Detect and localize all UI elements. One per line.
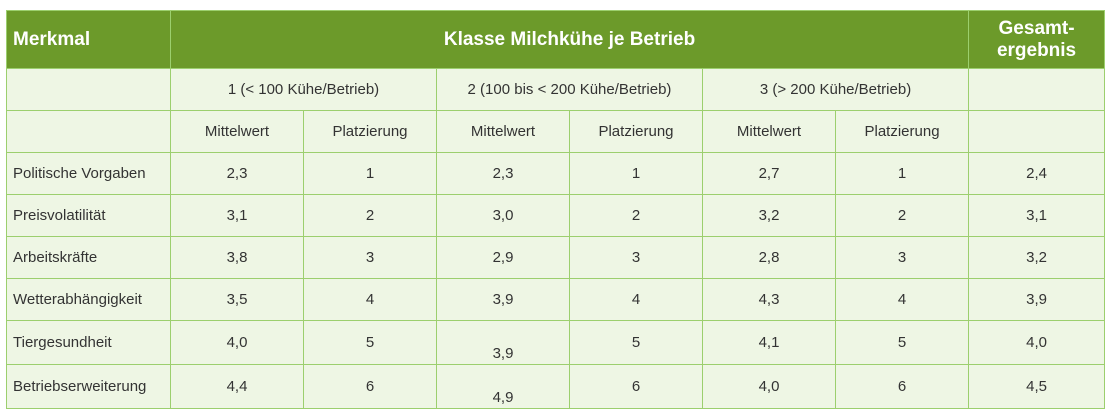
table-cell: 2,3	[436, 152, 570, 195]
table-cell: 3,2	[702, 194, 836, 237]
table-cell: 4	[569, 278, 703, 321]
table-cell: 2,8	[702, 236, 836, 279]
class-1-header: 1 (< 100 Kühe/Betrieb)	[170, 68, 437, 111]
platzierung-header: Platzierung	[303, 110, 437, 153]
table-cell: 2,3	[170, 152, 304, 195]
table-cell: 3,1	[968, 194, 1106, 237]
table-cell: 4,0	[702, 364, 836, 409]
table-cell: 3,2	[968, 236, 1106, 279]
table-cell: 3	[303, 236, 437, 279]
table-cell: 3	[569, 236, 703, 279]
row-label: Politische Vorgaben	[6, 152, 171, 195]
table-cell: 5	[834, 320, 970, 365]
table-cell: 4,9	[436, 364, 570, 409]
table-cell: 4,4	[170, 364, 304, 409]
table-cell: 5	[569, 320, 703, 365]
table-cell: 2,9	[436, 236, 570, 279]
row-label: Tiergesundheit	[6, 320, 171, 365]
table-cell: 5	[303, 320, 437, 365]
table-cell: 3,9	[436, 320, 570, 365]
table-cell: 2,7	[702, 152, 836, 195]
table-cell: 3,8	[170, 236, 304, 279]
empty-cell	[968, 68, 1106, 111]
table-cell: 4,1	[702, 320, 836, 365]
header-klasse: Klasse Milchkühe je Betrieb	[169, 10, 970, 69]
metric-header-row: Mittelwert Platzierung Mittelwert Platzi…	[6, 110, 1106, 153]
row-label: Betriebserweiterung	[6, 364, 171, 409]
table-cell: 3,0	[436, 194, 570, 237]
header-merkmal: Merkmal	[6, 10, 171, 69]
table-cell: 2	[569, 194, 703, 237]
mittelwert-header: Mittelwert	[702, 110, 836, 153]
row-label: Preisvolatilität	[6, 194, 171, 237]
header-gesamtergebnis: Gesamt- ergebnis	[968, 10, 1106, 69]
table-cell: 2,4	[968, 152, 1106, 195]
table-cell: 1	[834, 152, 970, 195]
table-cell: 4	[303, 278, 437, 321]
table-cell: 4	[834, 278, 970, 321]
table-cell: 6	[569, 364, 703, 409]
table-cell: 1	[569, 152, 703, 195]
empty-cell	[6, 68, 171, 111]
table-cell: 3,5	[170, 278, 304, 321]
table-container: Merkmal Klasse Milchkühe je Betrieb Gesa…	[6, 10, 1106, 409]
class-header-row: 1 (< 100 Kühe/Betrieb) 2 (100 bis < 200 …	[6, 68, 1106, 111]
table-row: Tiergesundheit 4,0 5 3,9 5 4,1 5 4,0	[6, 320, 1106, 365]
table-cell: 4,0	[968, 320, 1106, 365]
table-row: Betriebserweiterung 4,4 6 4,9 6 4,0 6 4,…	[6, 364, 1106, 409]
header-gesamt-line1: Gesamt-	[998, 17, 1075, 39]
platzierung-header: Platzierung	[569, 110, 703, 153]
class-2-header: 2 (100 bis < 200 Kühe/Betrieb)	[436, 68, 703, 111]
data-table: Merkmal Klasse Milchkühe je Betrieb Gesa…	[6, 10, 1106, 409]
class-3-header: 3 (> 200 Kühe/Betrieb)	[701, 68, 970, 111]
table-cell: 4,0	[170, 320, 304, 365]
header-gesamt-line2: ergebnis	[996, 39, 1077, 61]
table-cell: 2	[834, 194, 970, 237]
row-label: Wetterabhängigkeit	[6, 278, 171, 321]
table-row: Preisvolatilität 3,1 2 3,0 2 3,2 2 3,1	[6, 194, 1106, 237]
table-cell: 3	[834, 236, 970, 279]
table-cell: 6	[303, 364, 437, 409]
table-row: Arbeitskräfte 3,8 3 2,9 3 2,8 3 3,2	[6, 236, 1106, 279]
table-cell: 3,1	[170, 194, 304, 237]
table-cell: 3,9	[436, 278, 570, 321]
table-row: Politische Vorgaben 2,3 1 2,3 1 2,7 1 2,…	[6, 152, 1106, 195]
mittelwert-header: Mittelwert	[170, 110, 304, 153]
platzierung-header: Platzierung	[834, 110, 970, 153]
header-row: Merkmal Klasse Milchkühe je Betrieb Gesa…	[6, 10, 1106, 69]
empty-cell	[968, 110, 1106, 153]
row-label: Arbeitskräfte	[6, 236, 171, 279]
mittelwert-header: Mittelwert	[436, 110, 570, 153]
table-cell: 4,3	[702, 278, 836, 321]
table-cell: 3,9	[968, 278, 1106, 321]
table-cell: 1	[303, 152, 437, 195]
table-cell: 6	[834, 364, 970, 409]
table-cell: 2	[303, 194, 437, 237]
empty-cell	[6, 110, 171, 153]
table-row: Wetterabhängigkeit 3,5 4 3,9 4 4,3 4 3,9	[6, 278, 1106, 321]
table-cell: 4,5	[968, 364, 1106, 409]
